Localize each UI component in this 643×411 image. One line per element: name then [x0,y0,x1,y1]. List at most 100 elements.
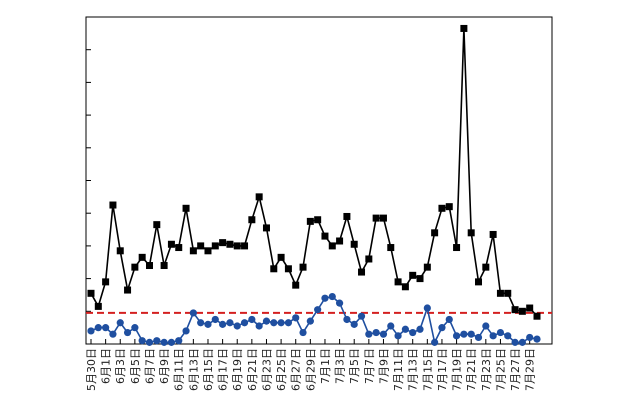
data-point [511,306,519,314]
x-tick-label: 7月23日 [480,348,493,391]
x-tick-label: 6月5日 [129,348,142,384]
data-point [292,281,300,289]
data-point [321,294,329,302]
data-point [145,338,154,346]
data-point [350,240,358,248]
x-tick-label: 6月25日 [275,348,288,391]
data-point [255,322,263,330]
data-point [526,304,534,312]
series-layer [87,24,541,346]
x-tick-label: 6月9日 [158,348,171,384]
x-tick-label: 6月3日 [114,348,127,384]
data-point [401,283,409,291]
data-point [445,203,453,211]
x-tick-label: 7月3日 [334,348,347,384]
data-point [284,265,292,273]
data-point [138,337,146,345]
data-point [431,229,439,237]
data-point [197,319,205,327]
data-point [241,242,249,250]
data-point [277,319,285,327]
data-point [343,315,351,324]
data-point [124,286,132,294]
x-axis-tick-labels: 5月30日 6月1日 6月3日 6月5日 6月7日 6月9日 6月11日 6月13日 6月15日… [85,348,537,391]
data-point [379,330,388,338]
data-point [102,278,110,286]
data-point [182,327,190,335]
x-tick-label: 7月25日 [494,348,507,391]
data-point [321,232,329,240]
data-point [365,330,373,338]
data-point [131,324,139,332]
data-point [460,330,468,338]
data-point [335,299,344,307]
series-2 [87,292,541,346]
data-point [423,304,431,312]
data-point [489,230,497,238]
data-point [489,332,497,340]
data-point [189,247,197,255]
data-point [87,289,95,297]
data-point [416,325,424,333]
data-point [387,322,395,330]
data-point [482,263,490,271]
x-tick-label: 6月7日 [143,348,156,384]
data-point [153,337,161,345]
x-tick-label: 7月1日 [319,348,332,384]
data-point [467,330,475,338]
x-tick-label: 6月17日 [217,348,230,391]
data-point [328,242,336,250]
data-point [262,317,271,325]
data-point [423,263,431,271]
data-point [94,324,102,332]
data-point [350,320,358,328]
data-point [102,324,110,332]
data-point [467,229,475,237]
data-point [116,247,124,255]
data-point [394,332,402,340]
x-tick-label: 6月19日 [231,348,244,391]
data-point [482,322,490,330]
x-tick-label: 7月15日 [421,348,434,391]
data-point [452,332,461,340]
x-tick-label: 5月30日 [85,348,98,391]
data-point [474,333,483,342]
data-point [343,212,351,220]
data-point [394,278,402,286]
data-point [211,315,219,324]
data-point [211,242,219,250]
x-tick-label: 7月5日 [348,348,361,384]
x-tick-label: 6月21日 [246,348,259,391]
x-tick-label: 7月19日 [451,348,464,391]
x-tick-label: 7月7日 [363,348,376,384]
y-axis-ticks [86,16,91,345]
data-point [358,268,366,276]
data-point [453,244,461,252]
data-point [511,338,519,346]
data-point [138,253,146,261]
data-point [116,319,124,327]
data-point [262,224,270,232]
data-point [533,312,541,320]
data-point [109,201,117,209]
data-point [314,306,322,314]
data-point [336,237,344,245]
x-tick-label: 7月17日 [436,348,449,391]
x-tick-label: 7月11日 [392,348,405,391]
data-point [328,292,336,301]
data-point [94,302,102,310]
data-point [401,325,409,333]
data-point [255,193,263,201]
data-point [197,242,205,250]
data-point [226,319,234,327]
data-point [292,314,300,322]
data-point [518,338,526,346]
data-point [284,319,293,327]
data-point [504,289,512,297]
data-point [189,309,197,317]
data-point [175,244,183,252]
data-point [438,204,446,212]
data-point [299,263,307,271]
data-point [87,327,95,335]
